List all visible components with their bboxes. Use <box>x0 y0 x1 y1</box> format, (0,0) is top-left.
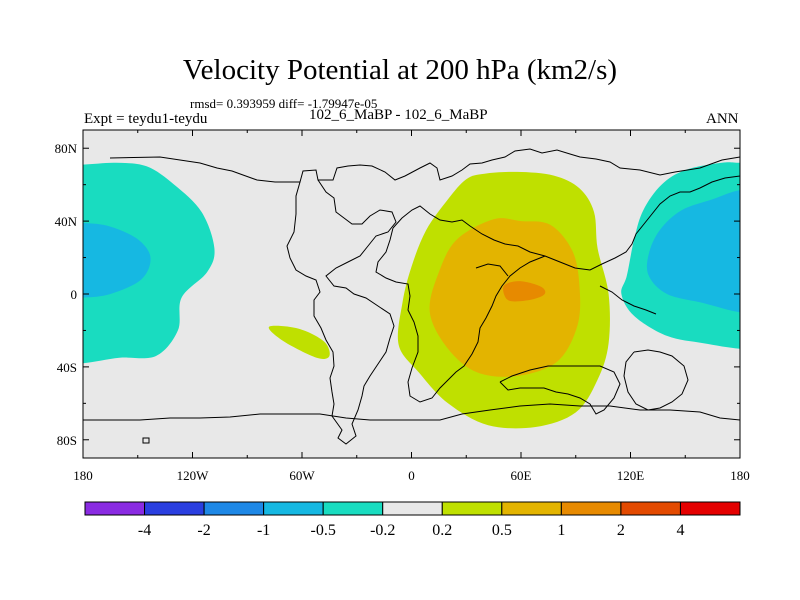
coastline-americas <box>286 179 397 445</box>
colorbar-label: -1 <box>257 522 270 539</box>
coastline-africa-eurasia <box>392 175 740 271</box>
coastline-africa <box>375 227 546 403</box>
region-africa-indian-core <box>429 218 581 377</box>
x-tick-label: 120E <box>617 468 645 483</box>
colorbar-box <box>263 501 324 516</box>
y-tick-label: 80S <box>57 433 77 448</box>
region-indian-max <box>503 281 546 302</box>
coastlines <box>83 148 740 445</box>
region-west-pacific-core <box>83 222 151 298</box>
colorbar-label: -0.2 <box>370 522 395 539</box>
coastline-maritime <box>599 285 657 315</box>
colorbar-label: 1 <box>557 522 565 539</box>
colorbar: -4 -2 -1 -0.5 -0.2 0.2 0.5 1 2 4 <box>84 501 741 539</box>
colorbar-box <box>144 501 205 516</box>
colorbar-box <box>501 501 562 516</box>
coastline-antarctica <box>83 403 740 421</box>
region-atlantic-positive <box>268 325 330 360</box>
x-tick-label: 120W <box>177 468 210 483</box>
case-label: 102_6_MaBP - 102_6_MaBP <box>309 107 488 123</box>
coastline-arabia <box>475 263 509 277</box>
colorbar-box <box>203 501 265 516</box>
colorbar-box <box>322 501 384 516</box>
colorbar-label: 4 <box>676 522 684 539</box>
stats-text: rmsd= 0.393959 diff= -1.79947e-05 <box>190 96 378 111</box>
x-tick-label: 0 <box>408 468 415 483</box>
season-label: ANN <box>706 111 739 127</box>
colorbar-label: -0.5 <box>311 522 336 539</box>
colorbar-label: -4 <box>138 522 151 539</box>
x-tick-label: 180 <box>73 468 93 483</box>
experiment-label: Expt = teydu1-teydu <box>84 111 208 127</box>
x-tick-label: 180 <box>730 468 750 483</box>
region-east-pacific-core <box>646 190 740 313</box>
x-tick-label: 60E <box>511 468 532 483</box>
colorbar-box <box>441 501 503 516</box>
colorbar-box <box>382 501 443 516</box>
colorbar-box <box>84 501 146 516</box>
coastline-indian-ocean <box>499 365 621 415</box>
y-tick-label: 0 <box>71 287 78 302</box>
y-tick-label: 80N <box>55 141 78 156</box>
x-tick-label: 60W <box>289 468 315 483</box>
colorbar-box <box>560 501 622 516</box>
contour-regions <box>83 162 740 429</box>
chart-title: Velocity Potential at 200 hPa (km2/s) <box>182 54 618 86</box>
coastline-australia-antarctic <box>623 349 689 411</box>
colorbar-label: -2 <box>197 522 210 539</box>
coastline-north-america <box>109 148 740 183</box>
colorbar-box <box>679 501 741 516</box>
y-tick-label: 40N <box>55 214 78 229</box>
y-tick-label: 40S <box>57 360 77 375</box>
coastline-islands <box>142 437 150 444</box>
colorbar-label: 0.5 <box>492 522 512 539</box>
colorbar-label: 2 <box>617 522 625 539</box>
axes: 180 120W 60W 0 60E 120E 180 80N 40N 0 40S 80S <box>55 130 750 483</box>
colorbar-label: 0.2 <box>432 522 452 539</box>
colorbar-box <box>620 501 681 516</box>
